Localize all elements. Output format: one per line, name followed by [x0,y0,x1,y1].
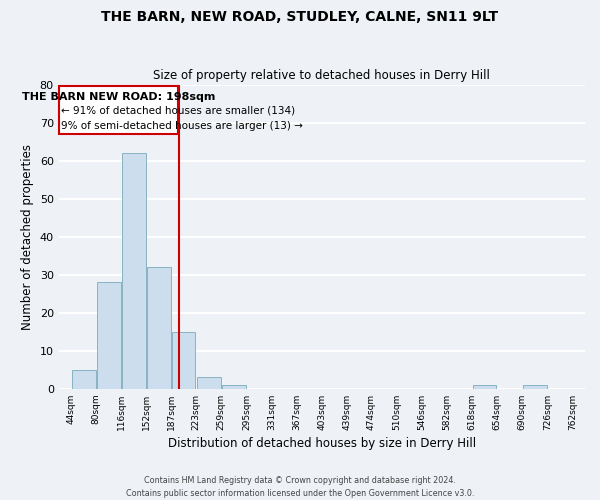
Bar [97,282,121,389]
Text: THE BARN NEW ROAD: 198sqm: THE BARN NEW ROAD: 198sqm [22,92,215,102]
Title: Size of property relative to detached houses in Derry Hill: Size of property relative to detached ho… [154,69,490,82]
Bar [122,153,146,389]
Bar [72,370,95,389]
Bar [473,385,496,389]
Y-axis label: Number of detached properties: Number of detached properties [21,144,34,330]
Bar [222,385,246,389]
X-axis label: Distribution of detached houses by size in Derry Hill: Distribution of detached houses by size … [168,437,476,450]
Text: 9% of semi-detached houses are larger (13) →: 9% of semi-detached houses are larger (1… [61,120,302,130]
Bar [197,378,221,389]
Bar [523,385,547,389]
Text: ← 91% of detached houses are smaller (134): ← 91% of detached houses are smaller (13… [61,106,295,116]
FancyBboxPatch shape [59,86,178,134]
Text: THE BARN, NEW ROAD, STUDLEY, CALNE, SN11 9LT: THE BARN, NEW ROAD, STUDLEY, CALNE, SN11… [101,10,499,24]
Bar [148,267,171,389]
Bar [172,332,196,389]
Text: Contains HM Land Registry data © Crown copyright and database right 2024.
Contai: Contains HM Land Registry data © Crown c… [126,476,474,498]
